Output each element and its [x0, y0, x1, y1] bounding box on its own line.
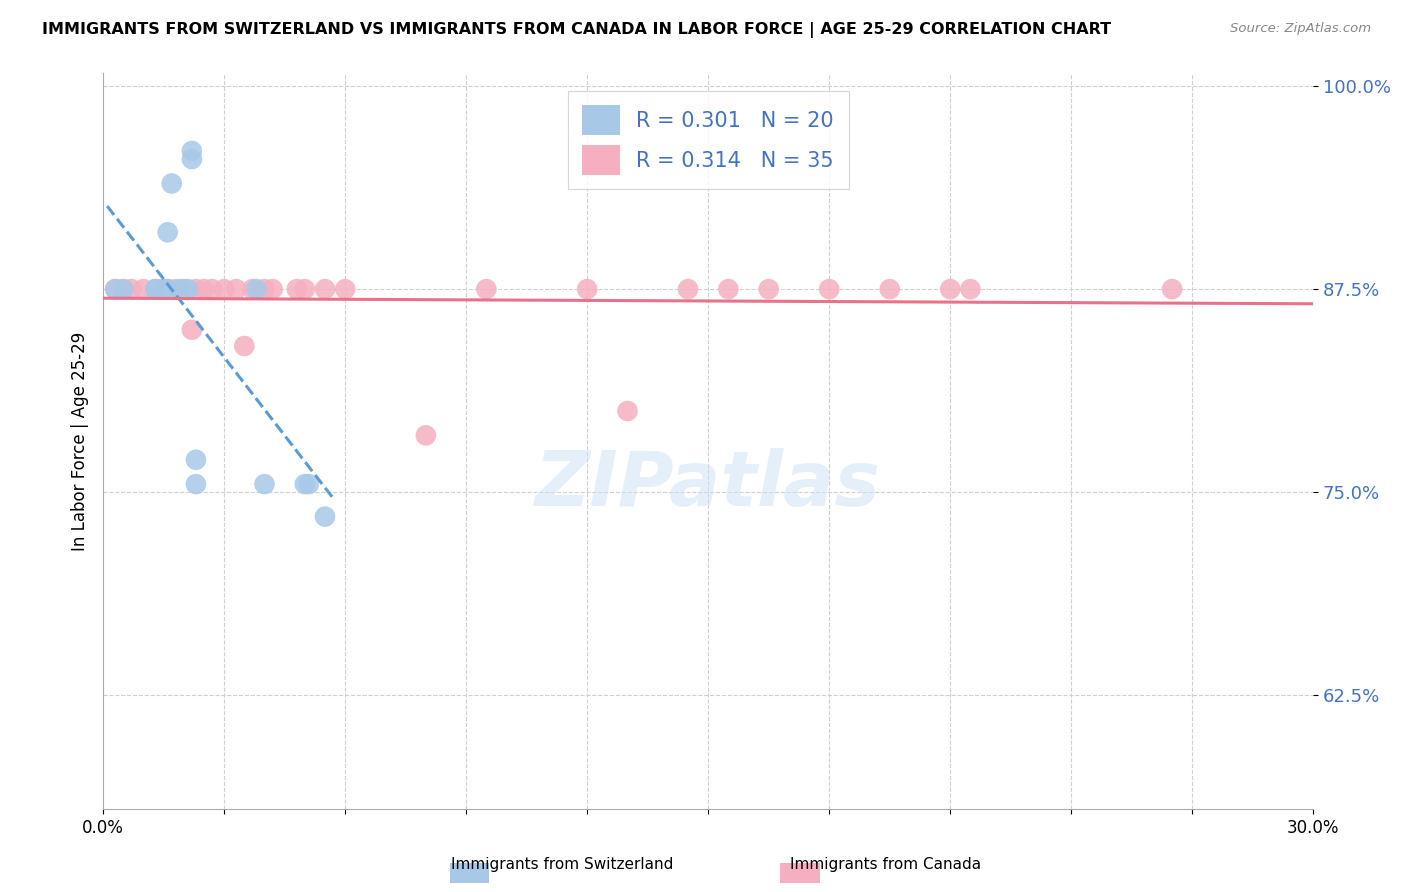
Point: [245, 282, 267, 296]
Point: [717, 282, 740, 296]
Point: [475, 282, 498, 296]
Point: [173, 282, 195, 296]
Point: [184, 452, 207, 467]
Point: [242, 282, 264, 296]
Point: [120, 282, 142, 296]
Point: [285, 282, 308, 296]
Point: [212, 282, 235, 296]
Point: [145, 282, 167, 296]
Point: [132, 282, 155, 296]
Point: [156, 225, 179, 239]
Point: [112, 282, 135, 296]
Point: [262, 282, 284, 296]
Point: [294, 282, 316, 296]
Point: [180, 144, 202, 158]
Point: [201, 282, 224, 296]
Point: [184, 282, 207, 296]
Text: Immigrants from Canada: Immigrants from Canada: [790, 857, 981, 872]
Point: [314, 509, 336, 524]
Point: [879, 282, 901, 296]
Point: [193, 282, 215, 296]
Y-axis label: In Labor Force | Age 25-29: In Labor Force | Age 25-29: [72, 332, 89, 550]
Point: [415, 428, 437, 442]
Point: [160, 177, 183, 191]
Text: Source: ZipAtlas.com: Source: ZipAtlas.com: [1230, 22, 1371, 36]
Point: [225, 282, 247, 296]
Point: [104, 282, 127, 296]
Point: [298, 477, 321, 491]
Point: [145, 282, 167, 296]
Point: [959, 282, 981, 296]
Point: [314, 282, 336, 296]
Point: [156, 282, 179, 296]
Point: [253, 477, 276, 491]
Point: [333, 282, 356, 296]
Point: [173, 282, 195, 296]
Point: [294, 477, 316, 491]
Point: [616, 404, 638, 418]
Point: [112, 282, 135, 296]
Point: [180, 152, 202, 166]
Point: [939, 282, 962, 296]
Point: [156, 282, 179, 296]
Point: [253, 282, 276, 296]
Point: [576, 282, 599, 296]
Point: [152, 282, 174, 296]
Point: [758, 282, 780, 296]
Point: [676, 282, 699, 296]
Point: [145, 282, 167, 296]
Point: [1161, 282, 1184, 296]
Point: [104, 282, 127, 296]
Point: [818, 282, 841, 296]
Point: [177, 282, 200, 296]
Point: [180, 323, 202, 337]
Point: [165, 282, 187, 296]
Point: [152, 282, 174, 296]
Text: ZIPatlas: ZIPatlas: [536, 448, 882, 522]
Text: IMMIGRANTS FROM SWITZERLAND VS IMMIGRANTS FROM CANADA IN LABOR FORCE | AGE 25-29: IMMIGRANTS FROM SWITZERLAND VS IMMIGRANT…: [42, 22, 1111, 38]
Point: [184, 477, 207, 491]
Point: [233, 339, 256, 353]
Text: Immigrants from Switzerland: Immigrants from Switzerland: [451, 857, 673, 872]
Legend: R = 0.301   N = 20, R = 0.314   N = 35: R = 0.301 N = 20, R = 0.314 N = 35: [568, 91, 849, 189]
Point: [169, 282, 191, 296]
